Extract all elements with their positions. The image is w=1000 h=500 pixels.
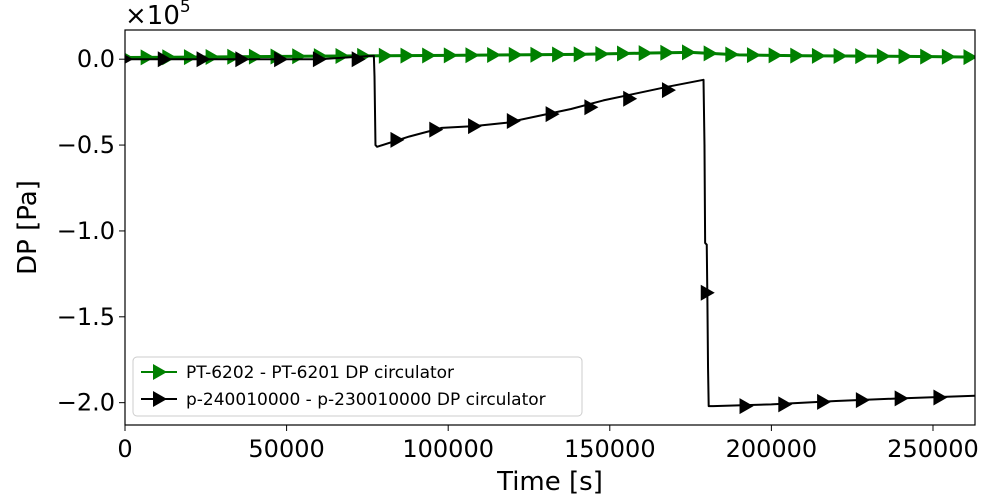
series-marker (876, 48, 891, 65)
series-marker (894, 390, 909, 407)
legend-item: p-240010000 - p-230010000 DP circulator (141, 390, 546, 410)
series-marker (292, 48, 307, 65)
series-1 (125, 51, 975, 415)
series-marker (682, 44, 697, 61)
series-marker (140, 49, 155, 66)
series-marker (855, 392, 870, 409)
series-marker (530, 46, 545, 63)
series-marker (274, 51, 289, 68)
legend-label: p-240010000 - p-230010000 DP circulator (186, 390, 546, 410)
series-marker (700, 284, 715, 301)
series-marker (125, 54, 133, 64)
y-tick-label: −1.0 (57, 217, 115, 245)
series-marker (227, 48, 242, 65)
series-line (125, 54, 975, 408)
series-marker (941, 48, 956, 65)
series-marker (817, 393, 832, 410)
y-tick-label: 0.0 (77, 45, 115, 73)
series-marker (351, 51, 366, 68)
series-marker (205, 48, 220, 65)
series-marker (552, 46, 567, 63)
series-marker (468, 118, 483, 135)
series-marker (584, 99, 599, 116)
series-marker (573, 46, 588, 63)
series-marker (196, 51, 211, 68)
legend-label: PT-6202 - PT-6201 DP circulator (186, 363, 454, 383)
series-marker (778, 396, 793, 413)
series-marker (508, 46, 523, 63)
x-tick-label: 250000 (887, 435, 979, 463)
series-marker (400, 47, 415, 64)
series-marker (790, 47, 805, 64)
series-marker (235, 51, 250, 68)
series-marker (429, 121, 444, 138)
y-tick-label: −0.5 (57, 131, 115, 159)
legend-items: PT-6202 - PT-6201 DP circulator p-2400100… (141, 363, 546, 410)
axes-frame (124, 29, 976, 426)
series-marker (506, 113, 521, 130)
series-0 (125, 44, 975, 66)
series-marker (739, 398, 754, 415)
series-marker (465, 47, 480, 64)
y-tick-label: −2.0 (57, 389, 115, 417)
y-multiplier-base: ×10 (125, 1, 180, 31)
x-tick-label: 150000 (564, 435, 656, 463)
series-marker (378, 47, 393, 64)
legend-box (132, 356, 583, 417)
series-marker (933, 389, 948, 406)
series-marker (746, 47, 761, 64)
y-axis-multiplier: ×105 (125, 0, 191, 31)
series-marker (638, 45, 653, 62)
series-layer (125, 44, 975, 415)
legend-marker (153, 391, 167, 407)
series-marker (898, 48, 913, 65)
legend: PT-6202 - PT-6201 DP circulator p-2400100… (132, 356, 583, 417)
series-marker (157, 51, 172, 68)
series-marker (595, 45, 610, 62)
series-marker (855, 48, 870, 65)
y-axis-label: DP [Pa] (13, 180, 43, 275)
y-multiplier-exponent: 5 (180, 0, 191, 17)
x-tick-label: 200000 (726, 435, 818, 463)
series-marker (487, 47, 502, 64)
series-marker (248, 48, 263, 65)
series-marker (443, 47, 458, 64)
series-marker (920, 48, 935, 65)
legend-item: PT-6202 - PT-6201 DP circulator (141, 363, 454, 383)
series-marker (422, 47, 437, 64)
series-marker (661, 82, 676, 99)
x-tick-label: 0 (117, 435, 132, 463)
series-marker (312, 51, 327, 68)
x-tick-label: 100000 (402, 435, 494, 463)
series-marker (768, 47, 783, 64)
y-tick-label: −1.5 (57, 303, 115, 331)
series-marker (963, 49, 975, 66)
series-marker (811, 47, 826, 64)
series-marker (617, 45, 632, 62)
x-axis-label: Time [s] (496, 467, 603, 497)
series-marker (390, 131, 405, 148)
x-tick-label: 50000 (248, 435, 324, 463)
series-marker (660, 44, 675, 61)
series-marker (725, 46, 740, 63)
series-marker (833, 47, 848, 64)
series-marker (183, 49, 198, 66)
series-marker (703, 45, 718, 62)
series-marker (545, 106, 560, 123)
x-axis-ticks: 0 50000 100000 150000 200000 250000 (117, 425, 979, 463)
series-marker (335, 47, 350, 64)
legend-marker (153, 364, 167, 380)
y-axis-ticks: 0.0 −0.5 −1.0 −1.5 −2.0 (57, 45, 125, 417)
series-marker (623, 90, 638, 107)
